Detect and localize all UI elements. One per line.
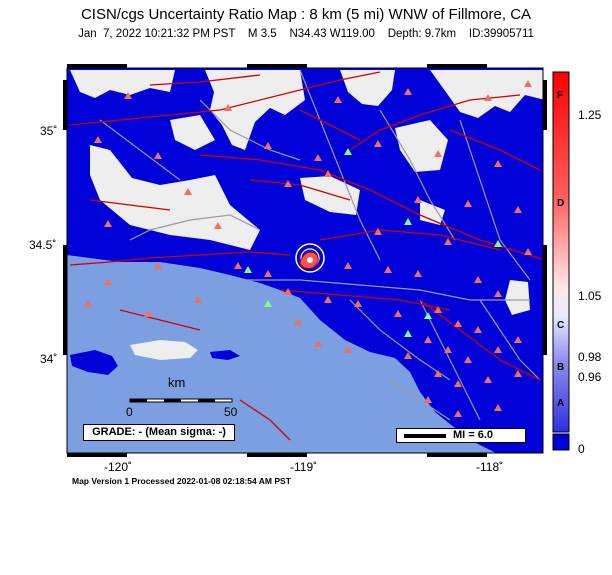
stations — [84, 80, 532, 417]
mi-legend: MI = 6.0 — [396, 428, 526, 443]
lon-tick: -119˚ — [290, 460, 318, 474]
colorbar — [552, 71, 570, 451]
map-version: Map Version 1 Processed 2022-01-08 02:18… — [72, 476, 291, 486]
scale-end: 50 — [224, 405, 238, 419]
island — [210, 350, 240, 360]
map-title: CISN/cgs Uncertainty Ratio Map : 8 km (5… — [80, 6, 532, 23]
mi-line — [404, 434, 446, 438]
lon-tick: -120˚ — [104, 460, 133, 474]
event-info: Jan 7, 2022 10:21:32 PM PST M 3.5 N34.43… — [78, 28, 534, 40]
grade-letter: A — [557, 398, 565, 409]
roads — [99, 69, 541, 421]
epicenter — [295, 243, 325, 273]
graticule-border — [63, 64, 547, 457]
grade-box: GRADE: - (Mean sigma: -) — [83, 424, 235, 441]
island — [70, 350, 118, 375]
scale-bar: km 0 50 — [126, 375, 238, 421]
map-area — [67, 68, 543, 453]
colorbar-value: 1.05 — [578, 289, 602, 303]
mi-label: MI = 6.0 — [453, 429, 494, 441]
scale-graphic — [129, 398, 233, 403]
ocean — [67, 255, 496, 453]
island — [130, 340, 198, 360]
station-triangle — [244, 148, 502, 337]
colorbar-value: 0.98 — [578, 350, 602, 364]
lat-tick: 34˚ — [40, 352, 58, 366]
grade-letter: B — [557, 362, 565, 373]
grade-letter: C — [557, 320, 565, 331]
colorbar-value: 1.25 — [578, 108, 602, 122]
colorbar-value: 0 — [578, 442, 585, 456]
lon-tick: -118˚ — [476, 460, 504, 474]
station-triangle — [84, 80, 532, 417]
grade-letter: F — [557, 90, 564, 101]
lat-tick: 35˚ — [40, 124, 58, 138]
lat-tick: 34.5˚ — [29, 238, 57, 252]
scale-unit: km — [168, 375, 186, 390]
grade-letter: D — [557, 198, 565, 209]
scale-start: 0 — [126, 405, 133, 419]
colorbar-value: 0.96 — [578, 370, 602, 384]
